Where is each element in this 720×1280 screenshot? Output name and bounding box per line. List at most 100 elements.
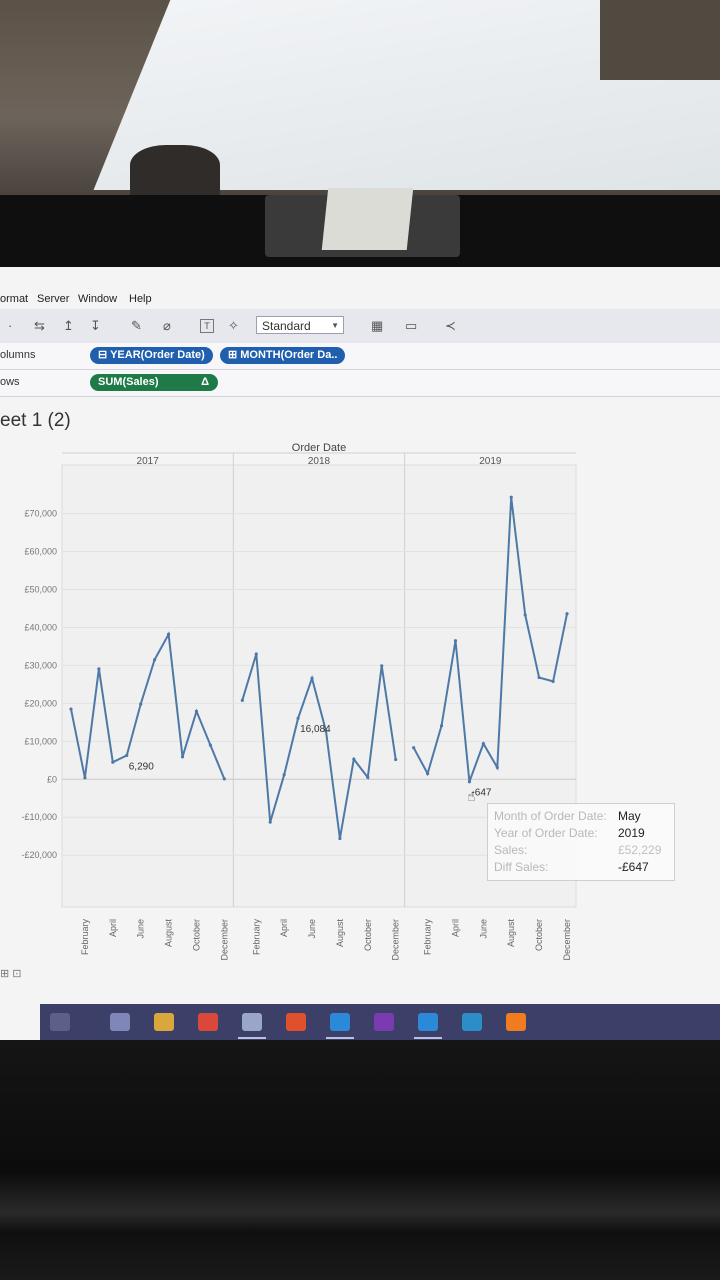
x-tick-label: June (478, 919, 488, 939)
x-tick-label: February (251, 919, 261, 956)
x-tick-label: December (219, 919, 229, 961)
dropdown-dot-icon[interactable]: · (8, 318, 13, 333)
x-tick-label: December (391, 919, 401, 961)
fit-select-value: Standard (262, 319, 311, 333)
sort-ascending-icon[interactable]: ↥ (63, 318, 74, 333)
data-point (254, 652, 258, 656)
x-tick-label: August (335, 919, 345, 948)
sum-sales-pill-label: SUM(Sales) (98, 376, 159, 388)
toolbar: · ⇆ ↥ ↧ ✎ ⌀ T ✧ Standard ▼ ▦ ▭ ≺ (0, 309, 720, 344)
data-point (296, 716, 300, 720)
labels-icon[interactable]: T (200, 319, 214, 333)
origin-icon[interactable] (506, 1013, 526, 1031)
show-me-icon[interactable]: ▦ (371, 318, 384, 333)
month-order-date-pill[interactable]: ⊞ MONTH(Order Da.. (220, 347, 346, 364)
data-point (338, 836, 342, 841)
data-point (352, 757, 356, 761)
calculator-icon[interactable] (110, 1013, 130, 1031)
hand-cursor-icon: ☝ (467, 789, 476, 805)
tooltip-value: £52,229 (618, 843, 662, 857)
menu-server[interactable]: Server (37, 293, 70, 305)
dark-object (130, 145, 220, 195)
share-icon[interactable]: ≺ (445, 318, 456, 333)
y-tick-label: £70,000 (24, 509, 57, 519)
series-line-2018 (241, 653, 397, 839)
table-calc-delta-icon: Δ (201, 376, 209, 388)
photos-icon[interactable] (462, 1013, 482, 1031)
monitor-screen: ormat Server Window Help · ⇆ ↥ ↧ ✎ ⌀ T ✧… (0, 267, 720, 1040)
highlight-icon[interactable]: ✎ (131, 318, 142, 333)
webcam-cover-paper (321, 188, 414, 250)
sheet-title: eet 1 (2) (0, 410, 71, 431)
year-header-2019: 2019 (479, 456, 502, 467)
presentation-icon[interactable]: ▭ (405, 318, 418, 333)
skype-business-icon[interactable] (414, 1013, 442, 1039)
x-tick-label: December (562, 919, 572, 961)
data-point (166, 632, 171, 636)
data-point (194, 709, 199, 713)
pin-icon[interactable]: ✧ (228, 318, 239, 333)
menu-format[interactable]: ormat (0, 293, 29, 305)
swap-icon[interactable]: ⇆ (34, 318, 45, 333)
y-tick-label: £50,000 (24, 584, 57, 594)
sum-sales-pill[interactable]: SUM(Sales) Δ (90, 374, 218, 391)
data-label: 16,084 (300, 724, 331, 735)
column-header-title: Order Date (292, 442, 346, 454)
y-tick-label: -£20,000 (21, 850, 57, 860)
data-point (551, 679, 555, 683)
room-ceiling (0, 0, 720, 195)
x-tick-label: June (307, 919, 317, 939)
data-point (495, 765, 499, 770)
monitor-bezel-bottom (0, 1040, 720, 1280)
data-point (69, 707, 73, 711)
data-point (324, 729, 328, 733)
y-tick-label: £0 (47, 774, 57, 784)
rows-shelf: ows SUM(Sales) Δ (0, 370, 720, 397)
tooltip-row-month: Month of Order Date: May (494, 809, 641, 823)
data-point (222, 777, 226, 781)
data-point (282, 773, 286, 777)
task-view-icon[interactable] (50, 1013, 70, 1031)
chrome-icon[interactable] (198, 1013, 218, 1031)
columns-shelf-label: olumns (0, 349, 36, 361)
tooltip-value: May (618, 809, 641, 823)
x-tick-label: April (450, 919, 460, 937)
file-explorer-icon[interactable] (154, 1013, 174, 1031)
data-point (97, 667, 101, 671)
x-tick-label: October (191, 919, 201, 951)
office-icon[interactable] (286, 1013, 306, 1031)
tooltip-label: Sales: (494, 843, 528, 857)
columns-shelf: olumns ⊟ YEAR(Order Date) ⊞ MONTH(Order … (0, 343, 720, 370)
y-tick-label: £60,000 (24, 547, 57, 557)
tooltip-label: Year of Order Date: (494, 826, 598, 840)
menu-window[interactable]: Window (78, 293, 118, 305)
tooltip-label: Month of Order Date: (494, 809, 607, 823)
y-tick-label: £40,000 (24, 622, 57, 632)
sort-descending-icon[interactable]: ↧ (90, 318, 101, 333)
group-icon[interactable]: ⌀ (163, 318, 171, 333)
data-point (509, 495, 513, 499)
skype-icon[interactable] (326, 1013, 354, 1039)
data-point (153, 658, 157, 662)
data-point (453, 639, 458, 643)
data-point (83, 776, 87, 780)
tooltip-row-sales: Sales: £52,229 (494, 843, 661, 857)
fit-select[interactable]: Standard ▼ (256, 316, 344, 334)
data-point (380, 664, 384, 668)
data-point (139, 702, 143, 706)
data-point (467, 780, 472, 784)
data-point (125, 753, 129, 758)
tableau-icon[interactable] (238, 1013, 266, 1039)
data-point (439, 724, 444, 728)
onenote-icon[interactable] (374, 1013, 394, 1031)
menu-help[interactable]: Help (129, 293, 152, 305)
tooltip-value: -£647 (618, 860, 649, 874)
year-header-2018: 2018 (308, 456, 331, 467)
data-point (537, 675, 541, 680)
rows-shelf-label: ows (0, 376, 20, 388)
year-order-date-pill[interactable]: ⊟ YEAR(Order Date) (90, 347, 213, 364)
series-line-2017 (70, 631, 226, 780)
sheet-tab-controls[interactable]: ⊞ ⊡ (0, 968, 22, 980)
data-point (481, 742, 485, 746)
y-tick-label: £30,000 (24, 660, 57, 670)
